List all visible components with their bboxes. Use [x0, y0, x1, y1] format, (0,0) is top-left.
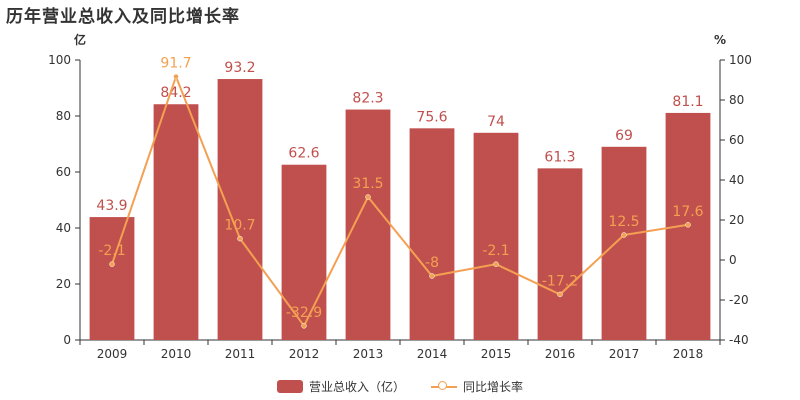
left-y-tick-label: 40 — [56, 221, 71, 235]
right-y-tick-label: -40 — [729, 333, 749, 347]
legend: 营业总收入（亿） 同比增长率 — [0, 378, 800, 395]
revenue-bar[interactable] — [473, 132, 519, 340]
growth-point[interactable] — [237, 235, 243, 242]
x-tick-label: 2013 — [353, 347, 384, 361]
x-tick-label: 2016 — [545, 347, 576, 361]
left-y-tick-label: 20 — [56, 277, 71, 291]
legend-item-growth[interactable]: 同比增长率 — [431, 378, 523, 395]
left-y-tick-label: 80 — [56, 109, 71, 123]
growth-line — [111, 73, 689, 328]
revenue-bar[interactable] — [217, 79, 263, 340]
x-tick-label: 2011 — [225, 347, 256, 361]
growth-point-label: -8 — [425, 255, 439, 271]
right-y-tick-label: 0 — [729, 253, 737, 267]
revenue-bar[interactable] — [89, 217, 135, 340]
right-y-tick-label: -20 — [729, 293, 749, 307]
revenue-bar-label: 81.1 — [672, 94, 703, 110]
left-y-tick-label: 60 — [56, 165, 71, 179]
x-tick-label: 2017 — [609, 347, 640, 361]
revenue-bar-label: 75.6 — [416, 109, 447, 125]
revenue-bar[interactable] — [345, 109, 391, 340]
left-y-tick-label: 0 — [63, 333, 71, 347]
legend-label-growth: 同比增长率 — [463, 380, 524, 394]
revenue-bar-label: 82.3 — [352, 91, 383, 107]
legend-item-revenue[interactable]: 营业总收入（亿） — [276, 378, 405, 395]
revenue-bar-label: 74 — [487, 114, 505, 130]
revenue-bar-label: 43.9 — [96, 198, 127, 214]
growth-point-label: 10.7 — [224, 218, 255, 234]
left-y-tick-label: 100 — [48, 53, 71, 67]
growth-point[interactable] — [429, 273, 435, 279]
growth-point[interactable] — [621, 232, 627, 238]
x-tick-label: 2015 — [481, 347, 512, 361]
growth-point[interactable] — [365, 194, 371, 200]
right-y-tick-label: 40 — [729, 173, 744, 187]
growth-point-label: -2.1 — [482, 243, 509, 259]
bars-layer — [89, 79, 711, 341]
revenue-bar-label: 84.2 — [160, 85, 191, 101]
legend-bar-swatch — [276, 380, 303, 393]
revenue-bar-label: 93.2 — [224, 60, 255, 76]
x-tick-label: 2010 — [161, 347, 192, 361]
x-tick-label: 2014 — [417, 347, 448, 361]
revenue-bar-label: 61.3 — [544, 149, 575, 165]
x-tick-label: 2009 — [97, 347, 128, 361]
bar-labels-layer: 43.9 84.2 93.2 62.6 82.3 75.6 74 61.3 69 81.1 — [96, 60, 703, 214]
revenue-bar-label: 69 — [615, 128, 633, 144]
growth-point[interactable] — [173, 73, 179, 80]
revenue-bar[interactable] — [281, 164, 327, 340]
legend-line-swatch — [431, 380, 457, 393]
growth-point[interactable] — [301, 323, 307, 329]
growth-point[interactable] — [493, 261, 499, 267]
growth-line-layer: -2.1 91.7 10.7 -32.9 31.5 -8 -2.1 -17.2 12.5 17.6 — [98, 56, 704, 329]
growth-point-label: 17.6 — [672, 204, 703, 220]
right-y-tick-label: 100 — [729, 53, 752, 67]
right-y-tick-label: 80 — [729, 93, 744, 107]
legend-label-revenue: 营业总收入（亿） — [308, 380, 405, 394]
revenue-bar-label: 62.6 — [288, 146, 319, 162]
left-axis-unit: 亿 — [74, 32, 86, 47]
growth-point-label: -17.2 — [542, 273, 578, 289]
revenue-bar[interactable] — [601, 146, 647, 340]
x-tick-label: 2018 — [673, 347, 704, 361]
x-tick-label: 2012 — [289, 347, 320, 361]
growth-point-label: -32.9 — [286, 305, 322, 321]
right-y-tick-label: 60 — [729, 133, 744, 147]
right-axis-unit: % — [714, 33, 726, 47]
right-y-tick-label: 20 — [729, 213, 744, 227]
growth-point-label: -2.1 — [98, 243, 125, 259]
growth-point[interactable] — [109, 261, 115, 267]
revenue-bar[interactable] — [153, 104, 199, 341]
growth-point-label: 31.5 — [352, 176, 383, 192]
growth-point-label: 12.5 — [608, 214, 639, 230]
revenue-bar[interactable] — [409, 128, 455, 340]
growth-point[interactable] — [557, 291, 563, 298]
chart-title: 历年营业总收入及同比增长率 — [6, 7, 240, 27]
revenue-bar[interactable] — [537, 168, 583, 340]
growth-point-label: 91.7 — [160, 56, 191, 72]
growth-point[interactable] — [685, 222, 691, 228]
